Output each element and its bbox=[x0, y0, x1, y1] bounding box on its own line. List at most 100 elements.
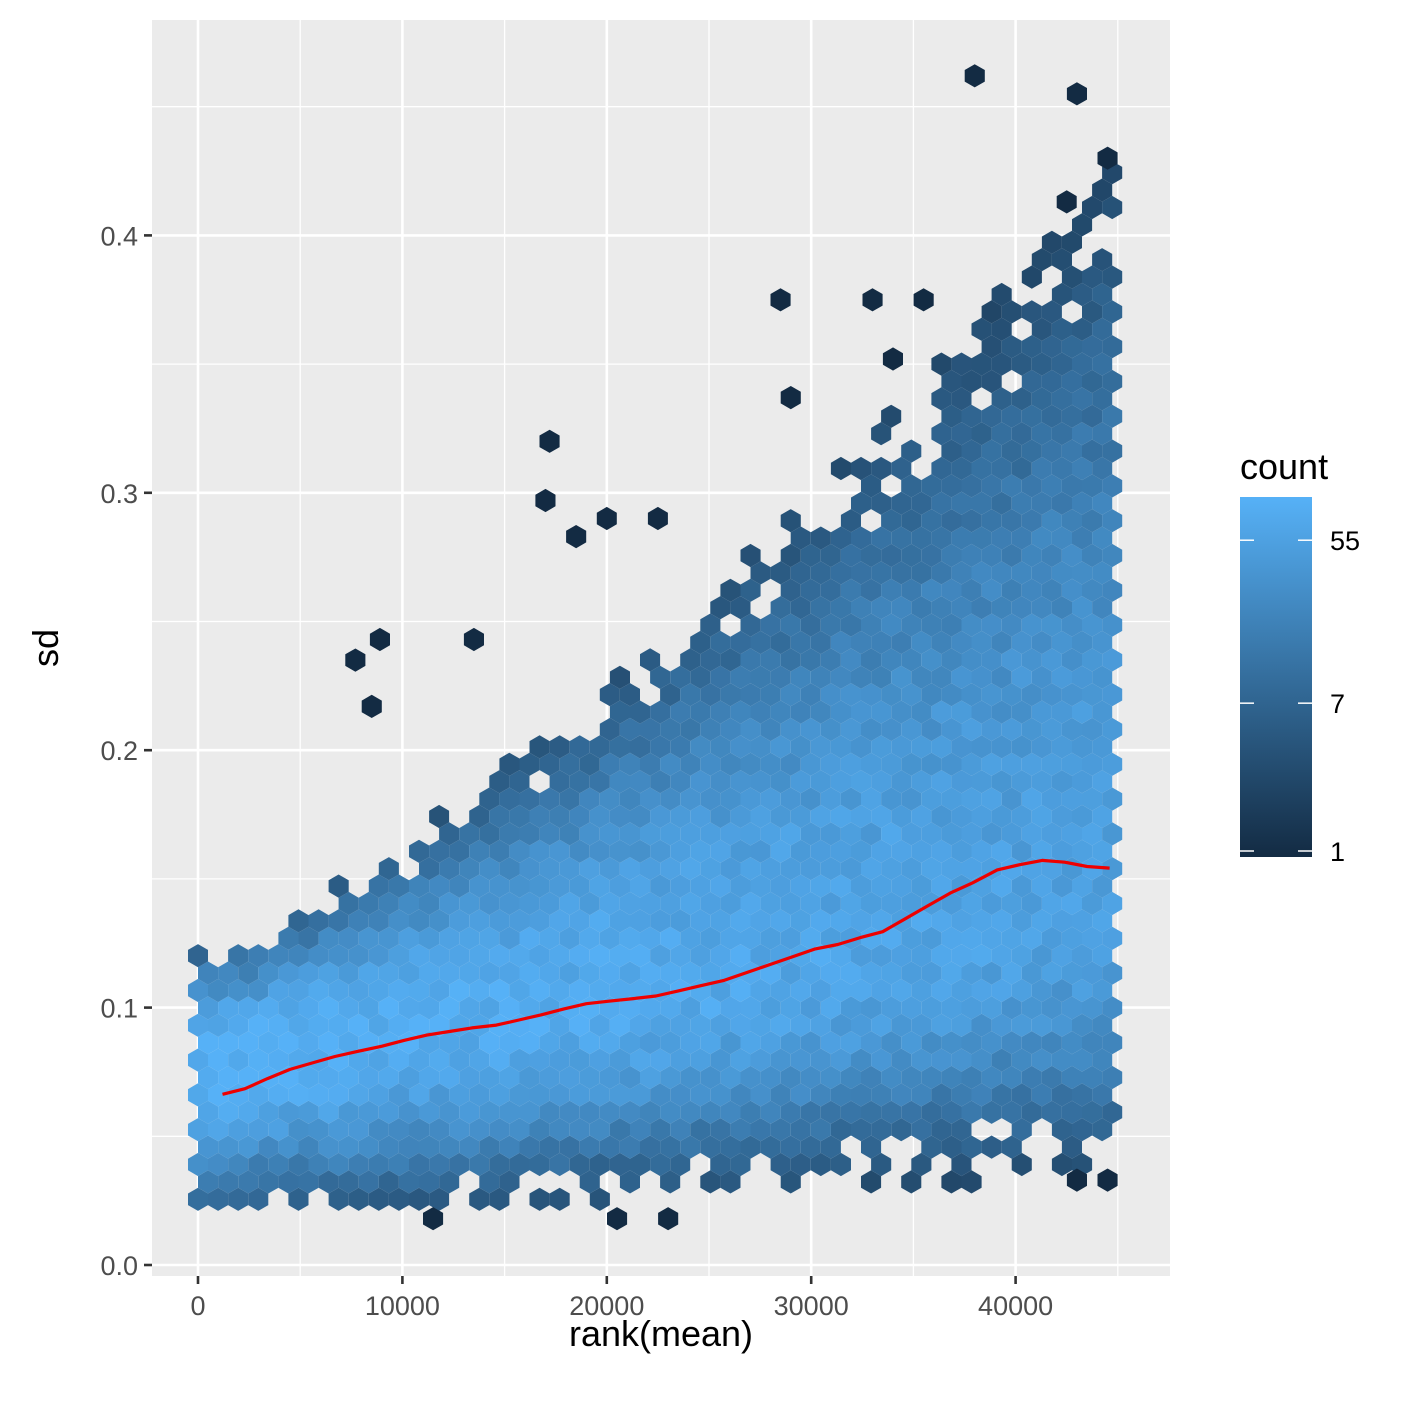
hexbin-cell bbox=[720, 1135, 741, 1159]
hexbin-cell bbox=[208, 978, 229, 1003]
hexbin-cell bbox=[921, 717, 942, 742]
hexbin-cell bbox=[700, 996, 721, 1020]
hexbin-cell bbox=[1001, 752, 1022, 776]
hexbin-cell bbox=[670, 770, 691, 794]
hexbin-cell bbox=[368, 978, 389, 1003]
hexbin-cell bbox=[780, 787, 801, 811]
hexbin-cell bbox=[419, 1135, 440, 1159]
hexbin-cell bbox=[760, 752, 781, 776]
hexbin-cell bbox=[409, 909, 430, 933]
hexbin-cell bbox=[1102, 300, 1123, 324]
hexbin-cell bbox=[579, 1135, 600, 1159]
hexbin-cell bbox=[981, 648, 1002, 672]
hexbin-cell bbox=[619, 1135, 640, 1159]
hexbin-cell bbox=[931, 944, 952, 968]
hexbin-cell bbox=[288, 1083, 309, 1107]
hexbin-cell bbox=[991, 735, 1012, 759]
hexbin-cell-outlier bbox=[964, 64, 985, 88]
hexbin-cell bbox=[760, 1031, 781, 1055]
hexbin-cell bbox=[1011, 387, 1032, 411]
hexbin-cell bbox=[861, 752, 882, 776]
hexbin-cell bbox=[459, 961, 480, 985]
hexbin-cell bbox=[991, 561, 1012, 585]
hexbin-cell bbox=[830, 804, 851, 829]
hexbin-cell bbox=[861, 996, 882, 1020]
hexbin-cell bbox=[569, 770, 590, 794]
hexbin-cell bbox=[1092, 839, 1113, 863]
hexbin-cell bbox=[891, 770, 912, 794]
hexbin-cell bbox=[1061, 543, 1082, 568]
hexbin-cell bbox=[1021, 891, 1042, 916]
hexbin-cell bbox=[368, 944, 389, 968]
hexbin-cell bbox=[840, 996, 861, 1020]
hexbin-cell bbox=[680, 1031, 701, 1055]
hexbin-cell bbox=[188, 1083, 208, 1107]
hexbin-cell bbox=[750, 665, 771, 689]
hexbin-cell bbox=[1001, 613, 1022, 637]
hexbin-cell bbox=[840, 891, 861, 916]
hexbin-cell bbox=[840, 578, 861, 602]
hexbin-cell bbox=[991, 282, 1012, 307]
hexbin-cell bbox=[680, 996, 701, 1020]
hexbin-cell bbox=[1061, 683, 1082, 707]
hexbin-cell bbox=[308, 909, 329, 933]
hexbin-cell bbox=[1051, 422, 1072, 446]
hexbin-cell bbox=[499, 1100, 520, 1124]
hexbin-cell bbox=[1102, 369, 1123, 394]
hexbin-cell bbox=[489, 1048, 510, 1072]
hexbin-cell bbox=[1051, 456, 1072, 481]
hexbin-cell bbox=[419, 857, 440, 881]
hexbin-cell bbox=[951, 1152, 972, 1177]
hexbin-cell bbox=[1082, 404, 1103, 428]
hexbin-cell bbox=[650, 839, 671, 863]
hexbin-cell bbox=[700, 787, 721, 811]
hexbin-cell bbox=[569, 944, 590, 968]
hexbin-cell bbox=[700, 822, 721, 846]
hexbin-cell bbox=[981, 1100, 1002, 1124]
hexbin-cell bbox=[921, 1135, 942, 1159]
hexbin-cell bbox=[931, 1118, 952, 1142]
hexbin-cell bbox=[851, 909, 872, 933]
hexbin-cell bbox=[1102, 787, 1123, 811]
hexbin-cell bbox=[1102, 961, 1123, 985]
hexbin-cell bbox=[368, 874, 389, 898]
hexbin-cell bbox=[1061, 578, 1082, 602]
hexbin-cell bbox=[840, 543, 861, 568]
hexbin-cell bbox=[830, 839, 851, 863]
legend-title: count bbox=[1240, 446, 1328, 487]
hexbin-cell bbox=[328, 1083, 349, 1107]
hexbin-cell bbox=[469, 909, 490, 933]
hexbin-cell bbox=[660, 1170, 681, 1194]
hexbin-cell bbox=[1001, 1031, 1022, 1055]
hexbin-cell bbox=[609, 839, 630, 863]
hexbin-cell bbox=[951, 1048, 972, 1072]
hexbin-cell bbox=[780, 1170, 801, 1194]
hexbin-cell bbox=[630, 804, 651, 829]
hexbin-cell bbox=[1041, 578, 1062, 602]
hexbin-cell bbox=[1072, 352, 1093, 376]
hexbin-cell bbox=[760, 1100, 781, 1124]
hexbin-cell bbox=[1072, 700, 1093, 724]
hexbin-cell bbox=[830, 526, 851, 550]
hexbin-cell bbox=[1041, 752, 1062, 776]
hexbin-cell bbox=[1082, 822, 1103, 846]
hexbin-cell bbox=[650, 1118, 671, 1142]
hexbin-cell bbox=[670, 1083, 691, 1107]
hexbin-cell bbox=[1051, 282, 1072, 307]
hexbin-cell bbox=[961, 1170, 982, 1194]
hexbin-cell bbox=[1072, 874, 1093, 898]
hexbin-cell bbox=[1092, 909, 1113, 933]
hexbin-cell bbox=[358, 1170, 379, 1194]
hexbin-cell bbox=[871, 456, 892, 481]
hexbin-cell bbox=[1021, 509, 1042, 533]
hexbin-cell bbox=[650, 1152, 671, 1177]
hexbin-cell bbox=[1082, 961, 1103, 985]
hexbin-cell bbox=[941, 683, 962, 707]
hexbin-cell bbox=[1001, 1135, 1022, 1159]
hexbin-cell bbox=[308, 1083, 329, 1107]
hexbin-cell bbox=[640, 787, 661, 811]
hexbin-cell bbox=[278, 1100, 299, 1124]
hexbin-cell bbox=[871, 561, 892, 585]
hexbin-cell bbox=[871, 874, 892, 898]
hexbin-cell bbox=[780, 857, 801, 881]
